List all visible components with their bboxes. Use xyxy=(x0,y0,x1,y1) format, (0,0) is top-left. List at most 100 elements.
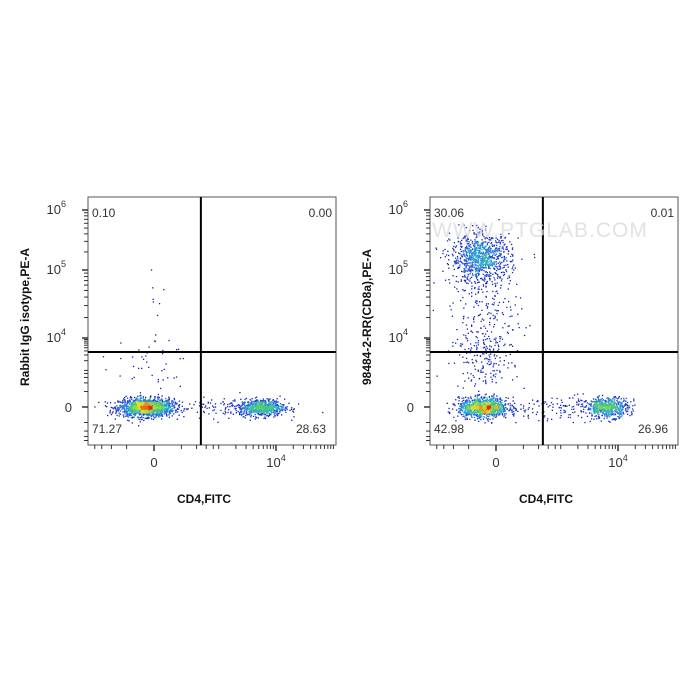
data-point xyxy=(158,410,161,412)
data-point xyxy=(453,416,455,418)
data-point xyxy=(468,265,470,267)
data-point xyxy=(193,404,195,406)
data-point xyxy=(598,405,600,407)
data-point xyxy=(609,414,612,416)
data-points xyxy=(94,269,324,427)
data-point xyxy=(130,407,132,409)
data-point xyxy=(482,241,484,243)
data-point xyxy=(483,408,485,410)
data-point xyxy=(460,254,462,256)
data-point xyxy=(485,250,488,252)
data-point xyxy=(549,405,551,407)
data-point xyxy=(480,257,482,260)
data-point xyxy=(140,397,143,400)
data-point xyxy=(485,225,487,227)
data-point xyxy=(257,412,260,414)
data-point xyxy=(497,404,499,407)
data-point xyxy=(203,403,205,405)
data-point xyxy=(480,405,482,407)
data-point xyxy=(453,404,455,406)
data-point xyxy=(532,399,534,401)
data-point xyxy=(228,417,230,419)
data-point xyxy=(258,407,260,409)
data-point xyxy=(138,406,140,408)
data-point xyxy=(146,406,148,408)
data-point xyxy=(613,397,615,399)
data-point xyxy=(483,258,485,260)
data-point xyxy=(482,265,485,267)
data-point xyxy=(254,403,256,406)
data-point xyxy=(487,251,489,253)
data-point xyxy=(251,405,253,407)
data-point xyxy=(544,415,546,417)
data-point xyxy=(177,411,179,413)
data-point xyxy=(481,398,484,401)
data-point xyxy=(167,404,169,407)
data-point xyxy=(144,402,147,404)
data-point xyxy=(109,411,111,413)
data-point xyxy=(464,405,466,407)
data-point xyxy=(133,416,135,418)
data-point xyxy=(515,409,517,412)
data-point xyxy=(478,414,480,417)
data-point xyxy=(608,404,610,406)
data-point xyxy=(489,255,491,258)
data-point xyxy=(487,401,489,403)
data-point xyxy=(479,245,481,247)
data-point xyxy=(505,400,507,402)
data-point xyxy=(109,409,111,411)
data-point xyxy=(622,406,624,408)
data-point xyxy=(165,404,168,406)
data-point xyxy=(482,399,484,401)
data-point xyxy=(131,401,133,404)
data-point xyxy=(141,404,143,406)
data-point xyxy=(487,412,489,414)
data-point xyxy=(466,260,468,263)
data-point xyxy=(496,411,498,414)
data-point xyxy=(135,403,137,406)
data-point xyxy=(517,237,519,239)
data-point xyxy=(598,412,600,414)
data-point xyxy=(171,409,173,411)
data-point xyxy=(234,400,236,402)
data-point xyxy=(461,402,463,405)
data-point xyxy=(463,237,465,239)
data-point xyxy=(466,413,468,415)
data-point xyxy=(139,398,141,400)
data-point xyxy=(602,394,604,397)
data-point xyxy=(601,408,604,410)
data-point xyxy=(464,416,466,418)
data-point xyxy=(476,410,478,412)
data-point xyxy=(466,418,468,420)
data-point xyxy=(488,399,490,401)
data-point xyxy=(455,260,457,263)
data-point xyxy=(487,258,489,261)
data-point xyxy=(454,262,456,264)
data-point xyxy=(464,406,466,408)
data-point xyxy=(149,399,151,402)
data-point xyxy=(255,402,257,404)
data-point xyxy=(602,405,604,407)
data-point xyxy=(495,273,497,275)
data-point xyxy=(475,268,477,270)
data-point xyxy=(491,262,493,264)
data-point xyxy=(270,405,272,407)
data-point xyxy=(243,404,245,406)
data-point xyxy=(476,413,479,416)
data-point xyxy=(596,413,599,415)
data-point xyxy=(500,402,502,404)
data-point xyxy=(135,413,137,415)
data-point xyxy=(484,411,486,413)
data-point xyxy=(500,411,502,413)
data-point xyxy=(475,253,477,255)
data-point xyxy=(465,240,467,242)
data-point xyxy=(465,266,467,268)
data-point xyxy=(604,406,607,409)
y-tick-label: 104 xyxy=(47,327,66,345)
data-point xyxy=(503,409,505,411)
data-point xyxy=(614,408,617,411)
data-point xyxy=(501,406,503,408)
data-point xyxy=(249,419,251,421)
data-point xyxy=(247,403,249,406)
data-point xyxy=(580,406,582,408)
